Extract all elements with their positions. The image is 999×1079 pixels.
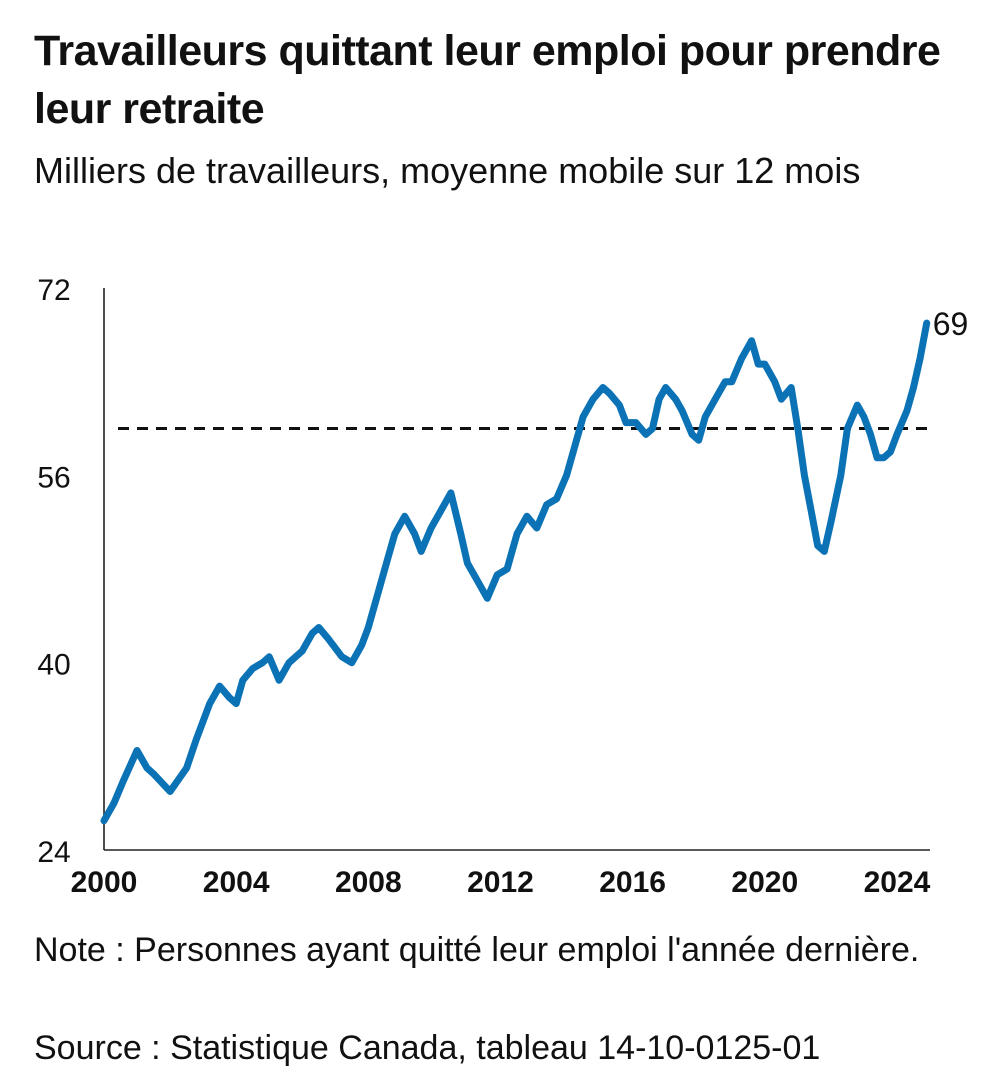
x-tick-label: 2008 [335, 866, 402, 899]
chart-subtitle: Milliers de travailleurs, moyenne mobile… [34, 150, 861, 191]
series-group [100, 319, 931, 825]
x-tick-label: 2004 [203, 866, 270, 899]
x-tick-label: 2020 [731, 866, 798, 899]
end-value-label: 69 [933, 306, 969, 342]
line-chart: 24 40 56 72 2000 2004 2008 2012 2016 2020 2024 69 [37, 274, 969, 899]
series-line [100, 319, 931, 825]
chart-note: Note : Personnes ayant quitté leur emplo… [34, 931, 920, 969]
y-tick-label: 24 [37, 836, 70, 869]
x-tick-label: 2000 [71, 866, 138, 899]
chart-source: Source : Statistique Canada, tableau 14-… [34, 1029, 821, 1067]
chart-title: Travailleurs quittant leur emploi pour p… [34, 27, 941, 133]
y-axis: 24 40 56 72 [37, 274, 105, 869]
y-tick-label: 72 [37, 274, 70, 307]
x-tick-label: 2012 [467, 866, 534, 899]
x-tick-label: 2024 [864, 866, 931, 899]
x-axis: 2000 2004 2008 2012 2016 2020 2024 [71, 849, 931, 899]
x-tick-label: 2016 [599, 866, 666, 899]
data-labels: 69 [933, 306, 969, 342]
y-tick-label: 40 [37, 649, 70, 682]
y-tick-label: 56 [37, 461, 70, 494]
